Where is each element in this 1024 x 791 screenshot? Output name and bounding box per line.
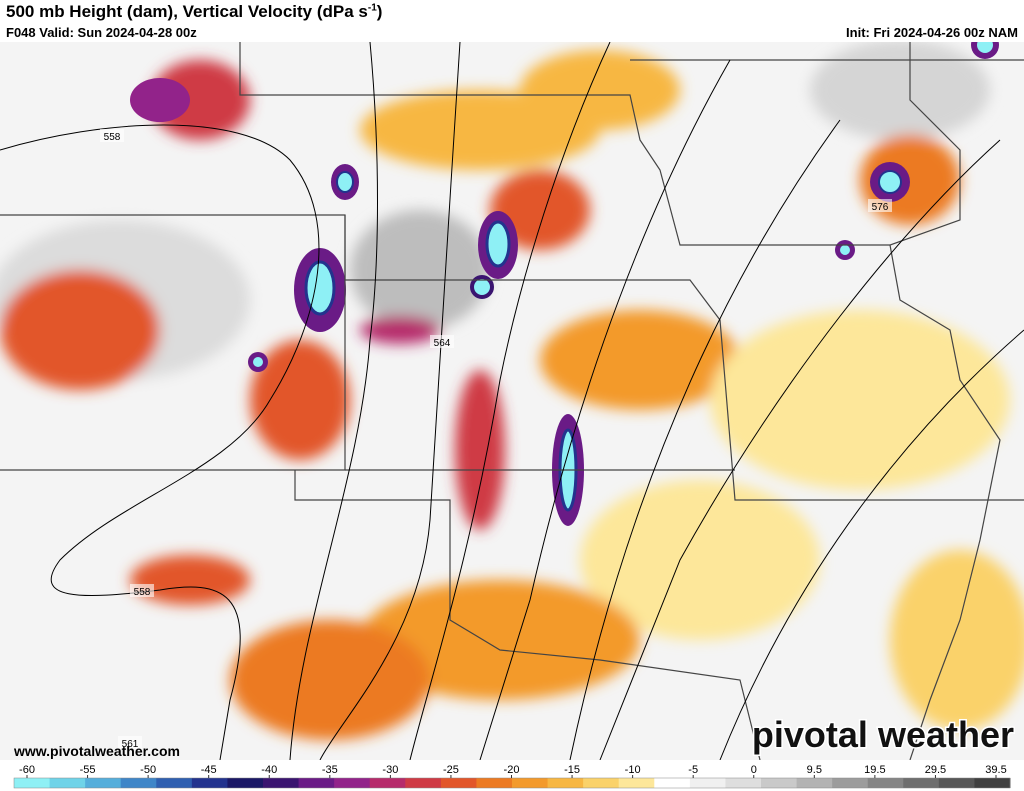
colorbar-swatch bbox=[85, 778, 122, 788]
colorbar-tick-label: 39.5 bbox=[985, 764, 1006, 776]
colorbar-tick-label: 9.5 bbox=[807, 764, 822, 776]
website: www.pivotalweather.com bbox=[13, 743, 180, 759]
colorbar-swatch bbox=[618, 778, 655, 788]
colorbar-swatch bbox=[725, 778, 762, 788]
colorbar-swatch bbox=[405, 778, 442, 788]
height-contours bbox=[0, 42, 1024, 760]
logo: pivotal weather bbox=[752, 714, 1014, 755]
colorbar-tick-label: -60 bbox=[19, 764, 35, 776]
contour-label-bg bbox=[868, 199, 892, 212]
colorbar-swatch bbox=[120, 778, 157, 788]
colorbar-tick-label: -35 bbox=[322, 764, 338, 776]
colorbar-tick-label: -15 bbox=[564, 764, 580, 776]
colorbar-swatch bbox=[938, 778, 975, 788]
valid-time: F048 Valid: Sun 2024-04-28 00z bbox=[6, 25, 197, 40]
contour-label-bg bbox=[430, 335, 454, 348]
title-end: ) bbox=[376, 2, 383, 21]
contour-label-bg bbox=[118, 736, 142, 749]
colorbar-swatch bbox=[689, 778, 726, 788]
map bbox=[0, 42, 1024, 760]
colorbar-swatch bbox=[156, 778, 193, 788]
colorbar-swatch bbox=[903, 778, 940, 788]
title-superscript: -1 bbox=[367, 2, 377, 14]
colorbar-tick-label: 19.5 bbox=[864, 764, 885, 776]
colorbar-swatch bbox=[547, 778, 584, 788]
contour-label: 561 bbox=[122, 739, 139, 750]
title: 500 mb Height (dam), Vertical Velocity (… bbox=[6, 2, 382, 22]
colorbar-swatch bbox=[49, 778, 86, 788]
colorbar-swatch bbox=[654, 778, 691, 788]
colorbar-tick-label: -30 bbox=[382, 764, 398, 776]
colorbar-tick-label: -40 bbox=[261, 764, 277, 776]
contour-label: 576 bbox=[872, 202, 889, 213]
colorbar-tick-label: -5 bbox=[688, 764, 698, 776]
colorbar-tick-label: -50 bbox=[140, 764, 156, 776]
contour-label-bg bbox=[130, 584, 154, 597]
colorbar-swatch bbox=[334, 778, 371, 788]
contour-label: 564 bbox=[434, 338, 451, 349]
colorbar-swatch bbox=[512, 778, 549, 788]
title-text: 500 mb Height (dam), Vertical Velocity (… bbox=[6, 2, 368, 21]
colorbar-tick-label: -10 bbox=[625, 764, 641, 776]
colorbar-swatch bbox=[761, 778, 798, 788]
colorbar-swatch bbox=[14, 778, 51, 788]
colorbar-swatch bbox=[263, 778, 300, 788]
colorbar-swatch bbox=[476, 778, 513, 788]
colorbar-swatch bbox=[867, 778, 904, 788]
init-time: Init: Fri 2024-04-26 00z NAM bbox=[846, 25, 1018, 40]
colorbar-swatch bbox=[832, 778, 869, 788]
colorbar-tick-label: 0 bbox=[751, 764, 757, 776]
contour-label-bg bbox=[100, 129, 124, 142]
velocity-field bbox=[0, 42, 1024, 740]
colorbar-tick-label: -55 bbox=[80, 764, 96, 776]
contour-label: 558 bbox=[104, 132, 121, 143]
colorbar-tick-label: -25 bbox=[443, 764, 459, 776]
colorbar-swatch bbox=[796, 778, 833, 788]
colorbar-tick-label: -45 bbox=[201, 764, 217, 776]
colorbar-tick-label: 29.5 bbox=[925, 764, 946, 776]
contour-label: 558 bbox=[134, 587, 151, 598]
colorbar-swatch bbox=[191, 778, 228, 788]
colorbar-tick-label: -20 bbox=[504, 764, 520, 776]
colorbar-swatch bbox=[369, 778, 406, 788]
colorbar-swatch bbox=[298, 778, 335, 788]
colorbar-swatch bbox=[440, 778, 477, 788]
colorbar-swatch bbox=[227, 778, 264, 788]
colorbar-swatch bbox=[583, 778, 620, 788]
colorbar-swatch bbox=[974, 778, 1011, 788]
